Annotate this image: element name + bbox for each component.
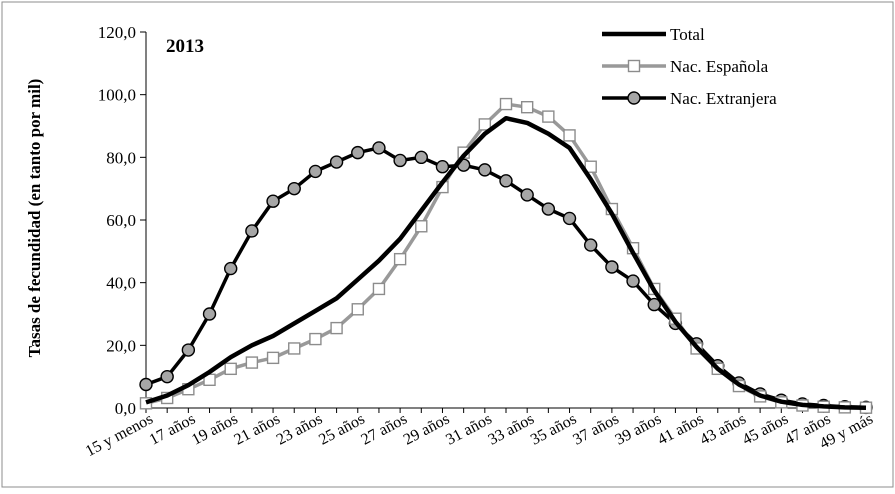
y-axis-label: Tasas de fecundidad (en tanto por mil) [25,79,44,358]
data-point-circle [308,164,323,179]
y-tick-label: 20,0 [106,336,136,355]
series-layer [139,97,873,415]
data-point-circle [160,369,174,384]
data-point-square [351,303,364,316]
data-point-square [330,321,343,335]
data-point-circle [562,211,577,226]
data-point-circle [520,188,534,202]
legend-marker-square [627,59,641,73]
y-tick-label: 0,0 [115,399,136,418]
data-point-circle [435,160,450,174]
data-point-circle [647,297,661,312]
legend-marker-circle [627,91,641,105]
data-point-square [415,220,428,233]
data-point-circle [626,274,640,288]
data-point-circle [372,141,386,155]
legend-entry: Nac. Española [602,57,769,76]
data-point-square [520,100,534,114]
data-point-circle [224,261,238,276]
year-annotation: 2013 [166,36,204,57]
legend: Total Nac. Española Nac. Extranjera [602,25,777,108]
data-point-circle [181,343,196,357]
data-point-square [288,342,301,355]
data-point-square [542,110,555,123]
data-point-circle [287,181,301,196]
y-tick-label: 100,0 [98,86,136,105]
data-point-square [584,160,597,173]
legend-label: Nac. Extranjera [670,89,777,108]
data-point-square [393,252,407,266]
data-point-circle [329,155,344,169]
data-point-square [139,397,153,410]
data-point-circle [414,150,428,165]
y-tick-label: 120,0 [98,23,136,42]
y-tick-label: 60,0 [106,211,136,230]
data-point-circle [499,174,513,188]
data-point-square [478,118,492,131]
data-point-circle [584,238,598,252]
legend-label: Total [670,25,705,44]
legend-entry: Total [602,25,705,44]
data-point-square [266,351,280,365]
y-tick-label: 40,0 [106,274,136,293]
data-point-circle [245,224,259,238]
data-point-circle [605,260,619,274]
data-point-circle [478,163,492,177]
data-point-circle [393,153,407,168]
data-point-square [245,356,259,369]
data-point-circle [351,145,365,160]
data-point-circle [541,202,556,216]
data-point-circle [266,194,280,208]
y-axis: 0,0 20,0 40,0 60,0 80,0 100,0 120,0 [98,23,147,418]
data-point-circle [202,307,217,321]
data-point-square [499,97,513,111]
series-total [145,115,867,410]
data-point-square [372,282,386,296]
data-point-square [563,129,576,142]
data-point-square [309,332,322,346]
legend-entry: Nac. Extranjera [602,89,777,108]
legend-label: Nac. Española [670,57,769,76]
data-point-square [224,362,237,376]
y-tick-label: 80,0 [106,148,136,167]
series-line [145,115,867,410]
data-point-circle [139,377,153,392]
